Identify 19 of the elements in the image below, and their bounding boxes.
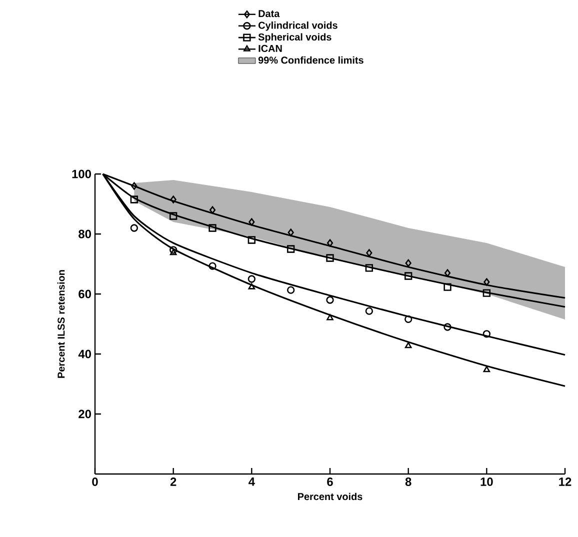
x-tick-label: 8	[405, 478, 412, 486]
y-tick-label: 100	[72, 170, 91, 178]
x-tick-label: 2	[170, 478, 176, 486]
legend-label: 99% Confidence limits	[258, 56, 364, 64]
x-tick-label: 6	[327, 478, 333, 486]
legend-label: Spherical voids	[258, 33, 332, 42]
x-tick-label: 10	[480, 478, 493, 486]
x-tick-label: 12	[559, 478, 572, 486]
y-tick-label: 20	[78, 410, 91, 418]
x-tick-label: 4	[248, 478, 255, 486]
x-tick-label: 0	[92, 478, 98, 486]
y-tick-label: 40	[78, 350, 91, 358]
legend-label: Cylindrical voids	[258, 22, 338, 31]
y-tick-label: 80	[78, 230, 91, 238]
y-axis-title: Percent ILSS retension	[57, 270, 65, 378]
legend-label: ICAN	[258, 44, 282, 52]
y-tick-label: 60	[78, 290, 91, 298]
x-axis-title: Percent voids	[298, 492, 362, 500]
legend-label: Data	[258, 10, 280, 18]
